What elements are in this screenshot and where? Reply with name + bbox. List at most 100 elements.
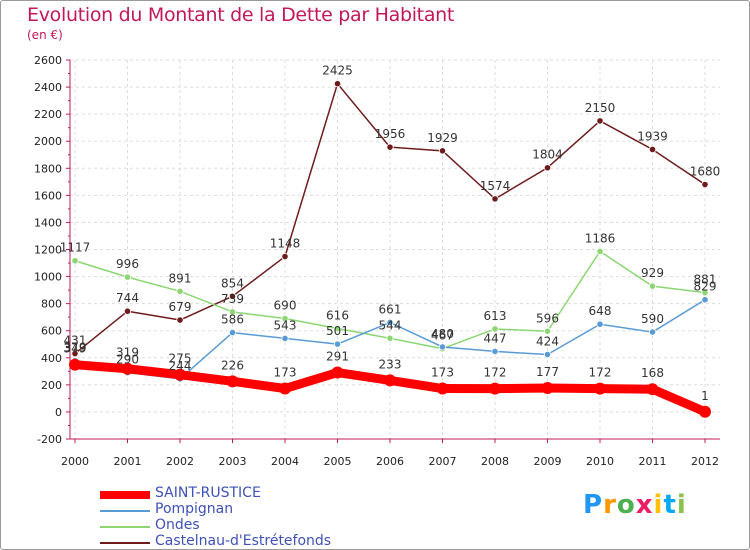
data-label-castelnau-d-estr-tefonds: 1939 [637, 129, 668, 143]
data-label-saint-rustice: 173 [431, 366, 454, 380]
data-label-castelnau-d-estr-tefonds: 1929 [427, 131, 458, 145]
series-points [69, 80, 711, 418]
data-label-castelnau-d-estr-tefonds: 1574 [480, 179, 511, 193]
data-point-ondes [123, 273, 132, 281]
data-point-castelnau-d-estr-tefonds [491, 195, 499, 203]
proxiti-logo: Proxiti [583, 490, 687, 520]
data-point-ondes [281, 314, 289, 323]
data-label-saint-rustice: 177 [536, 365, 559, 379]
data-point-pompignan [228, 329, 237, 337]
data-label-saint-rustice: 173 [274, 366, 297, 380]
data-label-saint-rustice: 233 [379, 357, 402, 371]
x-tick-label: 2004 [271, 455, 299, 468]
data-label-pompignan: 661 [379, 302, 402, 316]
data-point-pompignan [281, 334, 289, 343]
data-point-pompignan [701, 296, 709, 304]
data-label-pompignan: 290 [116, 353, 139, 367]
data-label-saint-rustice: 275 [169, 352, 192, 366]
data-point-ondes [228, 308, 237, 316]
data-label-castelnau-d-estr-tefonds: 1680 [690, 165, 721, 179]
data-label-castelnau-d-estr-tefonds: 2425 [322, 64, 353, 78]
data-label-pompignan: 648 [589, 304, 612, 318]
x-axis: 2000 2001 2002 2003 2004 2005 2006 2007 2008 2009… [61, 438, 720, 468]
logo-letter: r [603, 490, 617, 520]
data-label-castelnau-d-estr-tefonds: 2150 [585, 101, 616, 115]
data-label-saint-rustice: 319 [116, 346, 139, 360]
data-label-pompignan: 501 [326, 324, 349, 338]
y-tick-label: 1200 [34, 244, 62, 257]
data-label-ondes: 467 [431, 329, 454, 343]
data-point-castelnau-d-estr-tefonds [701, 180, 709, 189]
data-point-ondes [491, 325, 499, 333]
data-point-ondes [333, 324, 342, 333]
data-label-castelnau-d-estr-tefonds: 744 [116, 291, 139, 305]
data-point-saint-rustice [541, 381, 554, 394]
data-label-saint-rustice: 226 [221, 358, 244, 372]
x-tick-label: 2009 [534, 455, 562, 468]
data-label-ondes: 929 [641, 266, 664, 280]
logo-letter: i [653, 490, 664, 520]
y-tick-label: 1800 [34, 162, 62, 175]
logo-letter: t [663, 490, 677, 520]
data-point-ondes [386, 334, 394, 342]
y-tick-label: 2600 [34, 54, 62, 67]
y-tick-label: 400 [41, 352, 62, 365]
legend-swatch [100, 526, 150, 528]
x-tick-label: 2001 [114, 455, 142, 468]
data-label-castelnau-d-estr-tefonds: 1804 [532, 148, 563, 162]
data-label-castelnau-d-estr-tefonds: 679 [169, 300, 192, 314]
data-point-castelnau-d-estr-tefonds [228, 292, 237, 300]
data-label-saint-rustice: 172 [484, 366, 507, 380]
data-label-saint-rustice: 172 [589, 366, 612, 380]
x-tick-label: 2005 [324, 455, 352, 468]
data-label-saint-rustice: 168 [641, 366, 664, 380]
data-point-saint-rustice [489, 382, 501, 395]
x-tick-label: 2002 [166, 455, 194, 468]
data-point-castelnau-d-estr-tefonds [543, 164, 552, 172]
data-point-ondes [596, 247, 604, 255]
y-axis: -200 0 200 400 600 800 1000 1200 1400 1600 1800 200… [34, 54, 71, 446]
data-label-castelnau-d-estr-tefonds: 1956 [375, 127, 406, 141]
x-tick-label: 2008 [481, 455, 509, 468]
data-label-pompignan: 447 [484, 331, 507, 345]
x-tick-label: 2003 [219, 455, 247, 468]
data-label-castelnau-d-estr-tefonds: 1148 [270, 237, 301, 251]
data-point-saint-rustice [384, 374, 396, 387]
data-point-pompignan [491, 347, 499, 356]
data-label-pompignan: 543 [274, 318, 297, 332]
y-tick-label: 600 [41, 325, 62, 338]
data-label-ondes: 1117 [60, 241, 91, 255]
data-label-saint-rustice: 1 [701, 389, 709, 403]
data-point-castelnau-d-estr-tefonds [71, 349, 79, 358]
data-label-ondes: 891 [169, 271, 192, 285]
chart-unit: (en €) [27, 28, 63, 42]
data-point-ondes [648, 282, 657, 290]
data-label-ondes: 544 [379, 318, 402, 332]
data-label-ondes: 596 [536, 311, 559, 325]
data-point-castelnau-d-estr-tefonds [333, 80, 342, 88]
data-label-ondes: 1186 [585, 231, 616, 245]
legend-label: Pompignan [155, 501, 234, 517]
data-point-castelnau-d-estr-tefonds [176, 316, 184, 324]
logo-letter: P [583, 490, 604, 520]
data-point-castelnau-d-estr-tefonds [281, 252, 289, 261]
y-tick-label: -200 [37, 433, 62, 446]
data-label-pompignan: 379 [64, 341, 87, 355]
data-label-saint-rustice: 349 [64, 342, 87, 356]
data-point-pompignan [648, 328, 657, 336]
data-label-ondes: 881 [694, 273, 717, 287]
data-label-pompignan: 586 [221, 313, 244, 327]
data-label-ondes: 616 [326, 309, 349, 323]
data-point-saint-rustice [646, 383, 659, 396]
x-tick-label: 2007 [429, 455, 457, 468]
data-point-saint-rustice [69, 358, 81, 371]
data-point-saint-rustice [121, 362, 134, 375]
logo-letter: o [616, 490, 636, 520]
legend-swatch [100, 510, 150, 512]
logo-letter: i [676, 490, 687, 520]
data-point-castelnau-d-estr-tefonds [596, 117, 604, 125]
y-tick-label: 1000 [34, 271, 62, 284]
data-point-ondes [176, 287, 184, 295]
